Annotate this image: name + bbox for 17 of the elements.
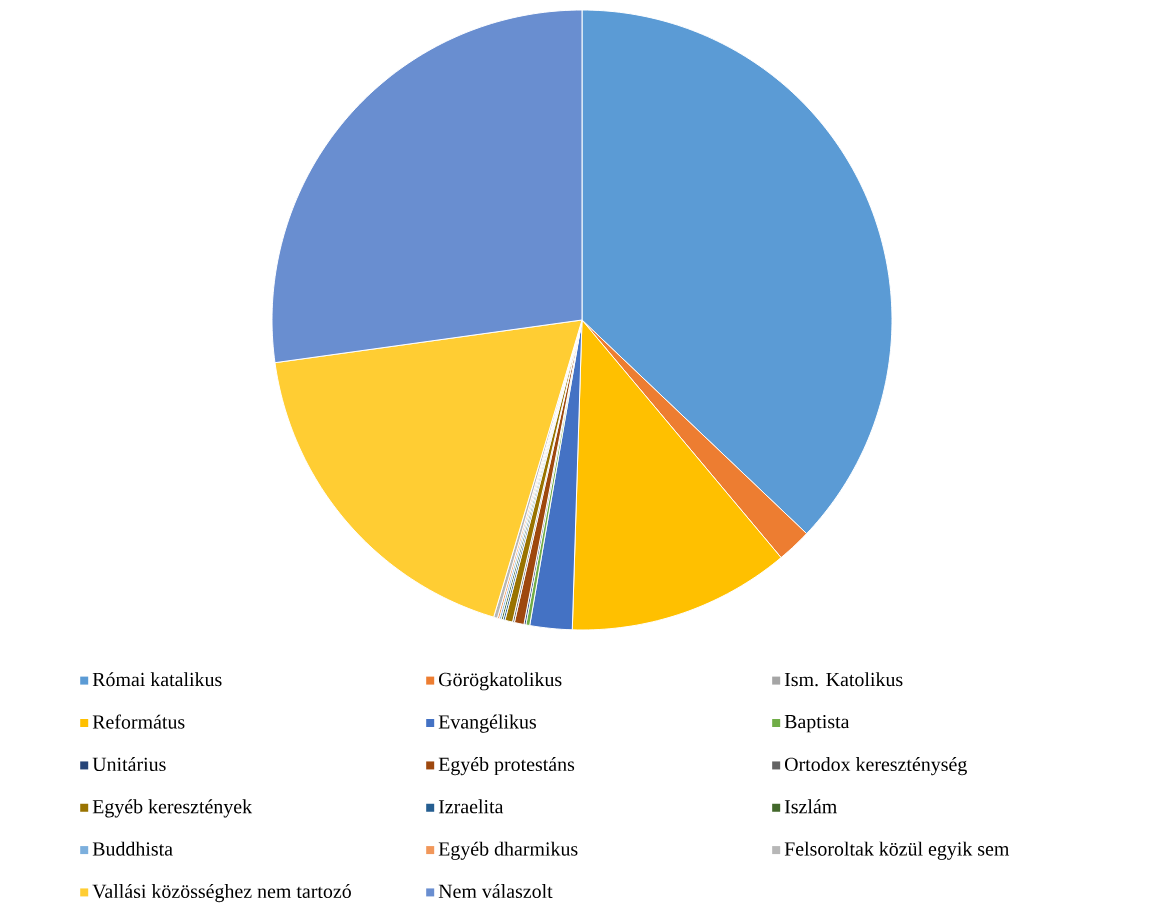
legend-label: Unitárius [92,757,166,772]
legend-label: Görögkatolikus [438,672,562,691]
legend-label: Baptista [784,714,850,733]
legend-label: Ism. Katolikus [784,672,903,687]
legend-label: Felsoroltak közül egyik sem [784,841,1010,860]
legend-label: Vallási közösséghez nem tartozó [92,883,351,903]
legend-label: Nem válaszolt [438,883,553,899]
legend-label: Buddhista [92,841,173,856]
legend-label: Ortodox kereszténység [784,757,967,776]
legend-label: Egyéb dharmikus [438,841,578,860]
legend-label: Egyéb protestáns [438,757,575,776]
legend-label: Izraelita [438,799,504,814]
legend-label: Iszlám [784,799,837,814]
legend-label: Evangélikus [438,714,536,733]
legend-label: Egyéb keresztények [92,799,253,818]
legend-label: Római katalikus [92,672,222,687]
legend-label: Református [92,714,185,729]
